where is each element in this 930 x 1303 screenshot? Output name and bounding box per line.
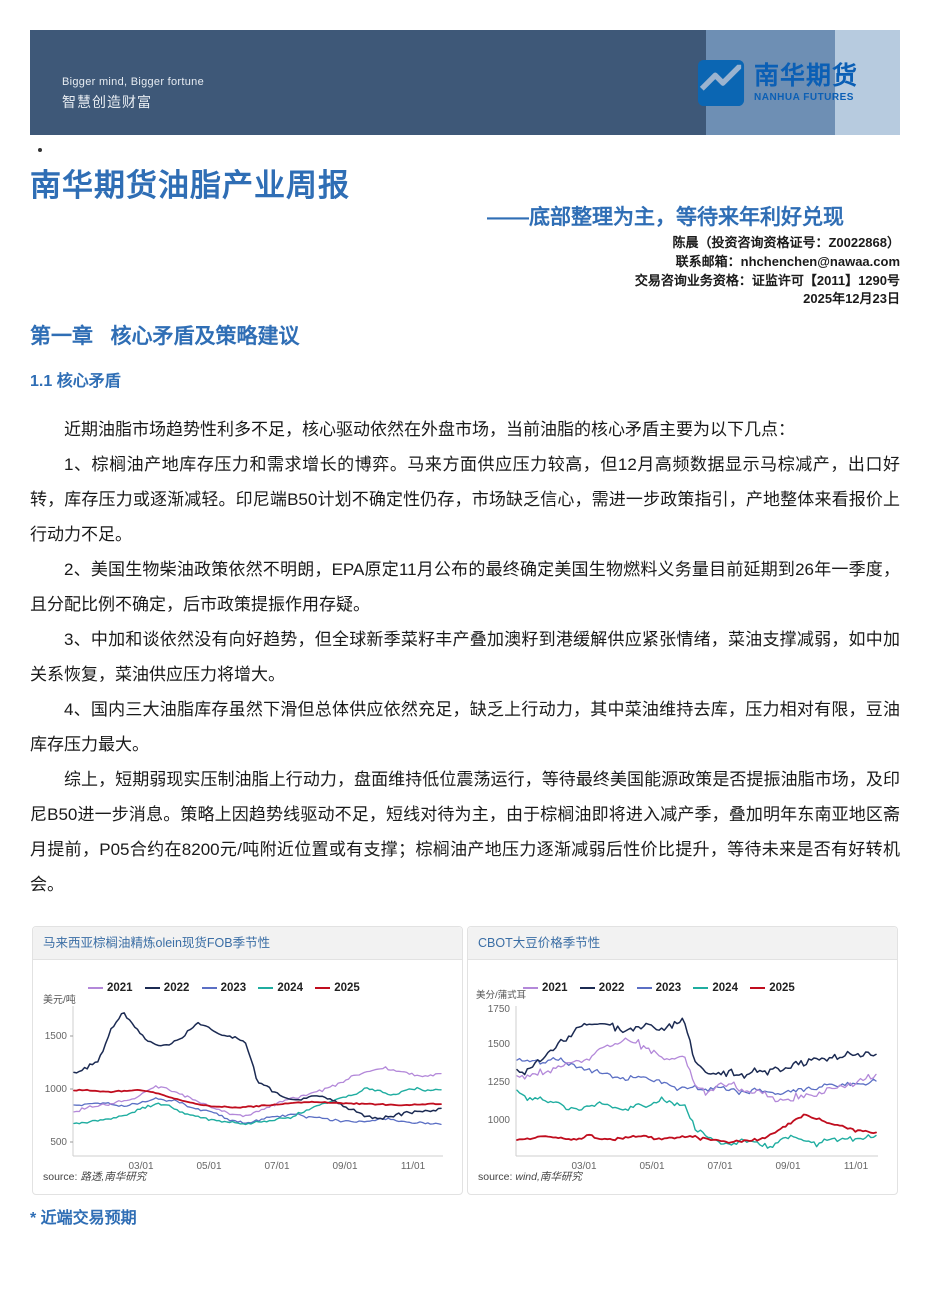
svg-text:1500: 1500 xyxy=(45,1031,68,1042)
svg-text:05/01: 05/01 xyxy=(196,1161,221,1172)
svg-text:09/01: 09/01 xyxy=(775,1161,800,1172)
svg-text:美元/吨: 美元/吨 xyxy=(43,993,76,1006)
svg-text:美分/蒲式耳: 美分/蒲式耳 xyxy=(476,989,526,1001)
svg-text:07/01: 07/01 xyxy=(264,1161,289,1172)
svg-text:11/01: 11/01 xyxy=(844,1161,869,1172)
svg-text:500: 500 xyxy=(50,1137,67,1148)
svg-text:05/01: 05/01 xyxy=(639,1161,664,1172)
svg-text:1000: 1000 xyxy=(45,1084,68,1095)
svg-text:07/01: 07/01 xyxy=(707,1161,732,1172)
svg-text:09/01: 09/01 xyxy=(332,1161,357,1172)
svg-text:11/01: 11/01 xyxy=(401,1161,426,1172)
svg-text:1000: 1000 xyxy=(488,1115,511,1126)
svg-text:1750: 1750 xyxy=(488,1004,511,1015)
svg-text:1500: 1500 xyxy=(488,1039,511,1050)
svg-text:1250: 1250 xyxy=(488,1077,511,1088)
